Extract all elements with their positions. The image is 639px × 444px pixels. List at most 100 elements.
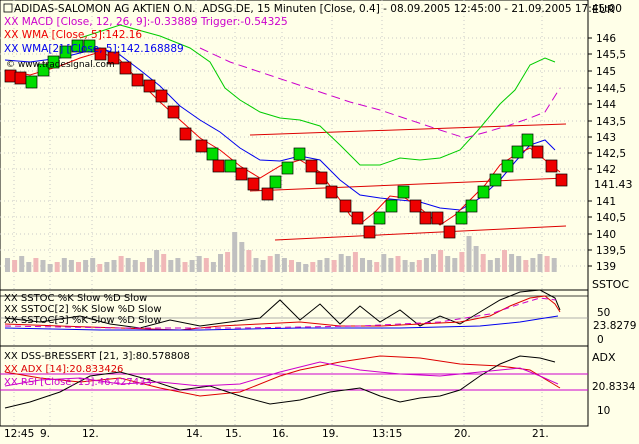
volume-bar [104,262,110,272]
macd-legend[interactable]: XX MACD [Close, 12, 26, 9]:-0.33889 Trig… [4,16,288,28]
y-tick-label: 145 [596,66,616,78]
down-candle[interactable] [351,211,364,225]
up-candle[interactable] [489,173,502,187]
volume-bar [40,260,46,272]
volume-bar [125,258,131,272]
volume-bar [494,258,500,272]
volume-bar [118,256,124,272]
dss-legend[interactable]: XX DSS-BRESSERT [21, 3]:80.578808 [4,351,190,362]
volume-bar [218,254,223,272]
down-candle[interactable] [107,51,120,65]
up-candle[interactable] [373,211,386,225]
down-candle[interactable] [545,159,558,173]
rsi-legend[interactable]: XX RSI [Close, 13]:46.427433 [4,377,152,388]
down-candle[interactable] [339,199,352,213]
down-candle[interactable] [409,199,422,213]
up-candle[interactable] [71,39,84,53]
up-candle[interactable] [47,55,60,69]
down-candle[interactable] [119,61,132,75]
wma2-legend[interactable]: XX WMA[2] [Close, 5]:142.168889 [4,43,184,55]
down-candle[interactable] [155,89,168,103]
up-candle[interactable] [59,45,72,59]
volume-bar [61,258,67,272]
x-tick-label: 14. [186,428,203,440]
volume-bar [246,250,252,272]
down-candle[interactable] [419,211,432,225]
up-candle[interactable] [385,199,398,213]
sstoc3-line [4,297,557,329]
up-candle[interactable] [206,147,219,161]
trend-line-lower[interactable] [274,225,567,241]
volume-bar [196,256,202,272]
trend-line-middle[interactable] [249,177,567,192]
down-candle[interactable] [261,187,274,201]
sstoc-tick-0: 0 [597,334,604,346]
down-candle[interactable] [363,225,376,239]
down-candle[interactable] [531,145,544,159]
down-candle[interactable] [4,69,17,83]
sstoc-legend-1[interactable]: XX SSTOC %K Slow %D Slow [4,293,147,304]
up-candle[interactable] [281,161,294,175]
up-candle[interactable] [521,133,534,147]
up-candle[interactable] [224,159,237,173]
up-candle[interactable] [293,147,306,161]
sstoc-tick-current: 23.8279 [593,320,636,332]
volume-bar [26,262,32,272]
down-candle[interactable] [94,47,107,61]
up-candle[interactable] [455,211,468,225]
down-candle[interactable] [212,159,225,173]
up-candle[interactable] [511,145,524,159]
volume-bar [47,264,53,272]
y-tick-label: 142 [596,164,616,176]
up-candle[interactable] [397,185,410,199]
y-tick-label: 142,5 [596,148,626,160]
volume-bars [5,232,557,272]
up-candle[interactable] [465,199,478,213]
x-tick-label: 9. [40,428,50,440]
y-tick-label: 140 [596,229,616,241]
up-candle[interactable] [37,63,50,77]
down-candle[interactable] [195,139,208,153]
sstoc-tick-50: 50 [597,307,610,319]
down-candle[interactable] [315,171,328,185]
down-candle[interactable] [555,173,568,187]
down-candle[interactable] [143,79,156,93]
volume-bar [544,256,550,272]
up-candle[interactable] [477,185,490,199]
title-checkbox-icon[interactable] [3,3,13,13]
down-candle[interactable] [431,211,444,225]
down-candle[interactable] [14,71,27,85]
down-candle[interactable] [247,177,260,191]
down-candle[interactable] [179,127,192,141]
y-tick-label: 143,5 [596,116,626,128]
up-candle[interactable] [501,159,514,173]
up-candle[interactable] [269,175,282,189]
volume-bar [395,256,401,272]
volume-bar [537,254,543,272]
y-tick-label: 144 [596,99,616,111]
volume-bar [530,258,536,272]
down-candle[interactable] [167,105,180,119]
up-candle[interactable] [83,39,96,53]
bollinger-lower-line [199,47,561,139]
volume-bar [203,258,209,272]
adx-legend[interactable]: XX ADX [14]:20.833426 [4,364,123,375]
x-tick-label: 12:45 [4,428,34,440]
down-candle[interactable] [325,185,338,199]
volume-bar [331,260,337,272]
trend-line-upper[interactable] [249,123,567,136]
volume-bar [338,254,344,272]
down-candle[interactable] [305,159,318,173]
last-price-label: 141.43 [594,178,633,191]
down-candle[interactable] [443,225,456,239]
down-candle[interactable] [131,73,144,87]
sstoc-legend-2[interactable]: XX SSTOC[2] %K Slow %D Slow [4,304,162,315]
wma5-legend[interactable]: XX WMA [Close, 5]:142.16 [4,29,142,41]
sstoc-legend-3[interactable]: XX SSTOC[3] %K Slow %D Slow [4,315,162,326]
up-candle[interactable] [25,75,38,89]
volume-bar [416,260,422,272]
volume-bar [480,254,486,272]
down-candle[interactable] [235,167,248,181]
dss-panel[interactable] [0,345,589,427]
